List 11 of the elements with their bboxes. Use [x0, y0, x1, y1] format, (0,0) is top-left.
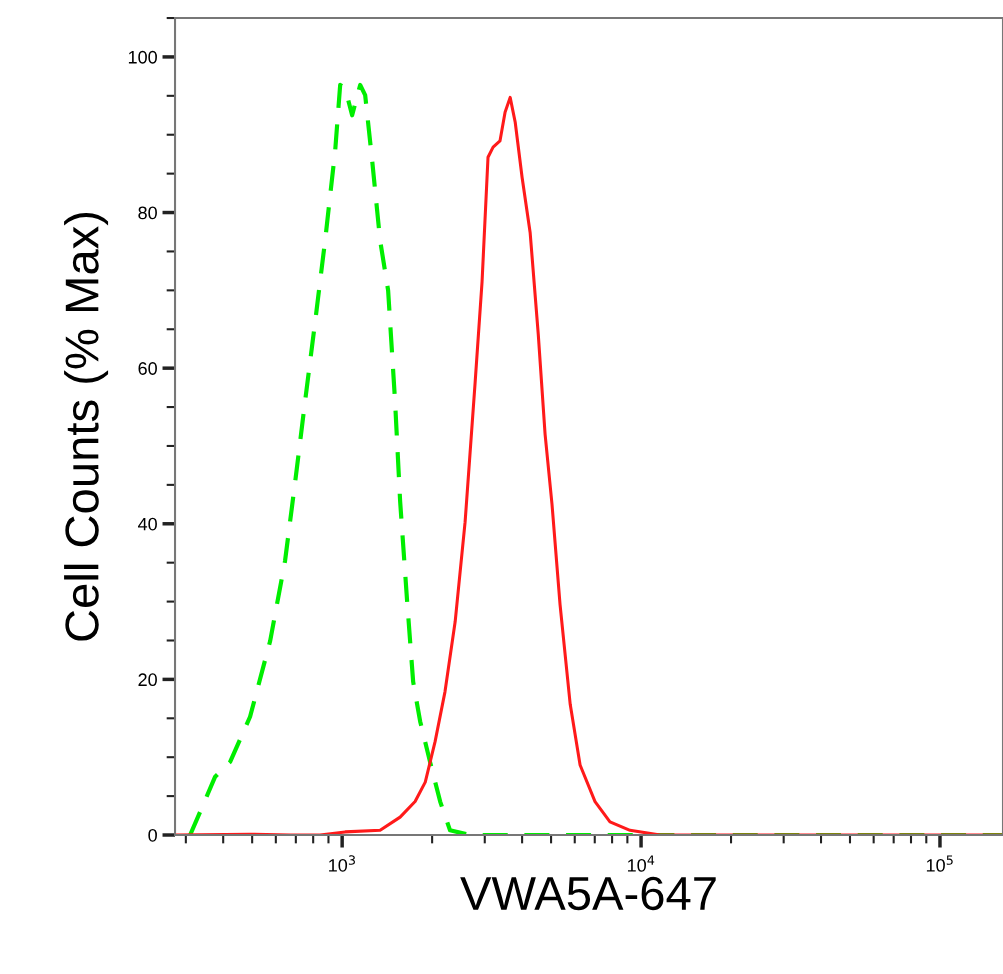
y-tick-label: 100	[128, 50, 157, 64]
x-axis-title: VWA5A-647	[460, 876, 716, 911]
x-tick-label: 10$^{5}$	[926, 855, 953, 872]
y-tick-label: 20	[138, 673, 157, 687]
x-tick-label: 10$^{3}$	[329, 855, 355, 872]
y-tick-label: 0	[148, 828, 157, 842]
y-tick-label: 60	[138, 362, 157, 375]
y-axis-title: Cell Counts (% Max)	[64, 212, 109, 641]
y-tick-label: 40	[138, 517, 157, 531]
x-tick-label: 10$^{4}$	[627, 855, 655, 872]
y-tick-label: 80	[138, 206, 157, 220]
